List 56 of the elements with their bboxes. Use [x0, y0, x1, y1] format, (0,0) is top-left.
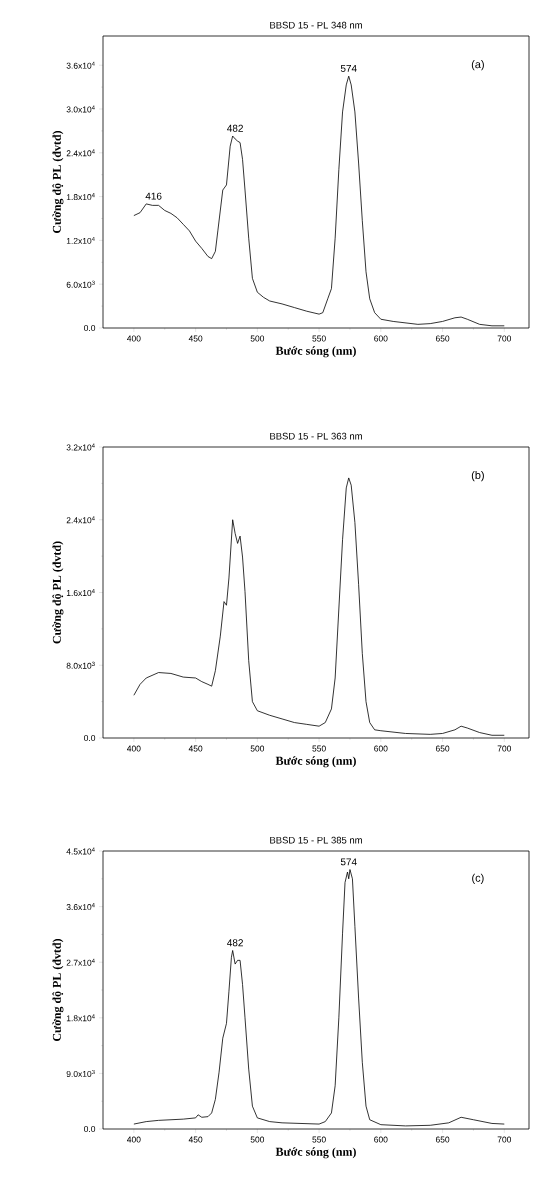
x-tick-label: 400 — [126, 745, 141, 752]
x-axis-title: Bước sóng (nm) — [275, 756, 356, 768]
y-tick-label: 3.6x10$^{4}$ — [66, 903, 95, 911]
x-tick-label: 450 — [188, 335, 203, 342]
x-tick-label: 600 — [374, 745, 388, 752]
x-axis-title: Bước sóng (nm) — [275, 1147, 356, 1159]
x-tick-label: 600 — [374, 335, 388, 342]
x-tick-label: 650 — [435, 745, 450, 752]
y-axis-title: Cường độ PL (đvtđ) — [52, 541, 64, 644]
y-tick-label: 8.0x10$^{3}$ — [66, 661, 95, 669]
x-tick-label: 600 — [374, 1136, 388, 1143]
y-tick-label: 6.0x10$^{3}$ — [66, 280, 95, 288]
y-tick-label: 0.0 — [84, 735, 96, 741]
y-axis-title: Cường độ PL (đvtđ) — [52, 130, 64, 233]
annotation: 574 — [340, 65, 357, 72]
x-tick-label: 650 — [435, 335, 450, 342]
x-tick-label: 550 — [312, 335, 326, 342]
y-tick-label: 3.0x10$^{4}$ — [66, 105, 95, 113]
x-tick-label: 650 — [435, 1136, 450, 1143]
x-tick-label: 400 — [126, 1136, 141, 1143]
y-tick-label: 1.8x10$^{4}$ — [66, 193, 95, 201]
y-tick-label: 9.0x10$^{3}$ — [66, 1069, 95, 1077]
y-tick-label: 0.0 — [84, 1126, 96, 1133]
chart-title: BBSD 15 - PL 363 nm — [270, 432, 362, 440]
y-tick-label: 3.2x10$^{4}$ — [66, 443, 95, 451]
x-tick-label: 500 — [250, 1136, 265, 1143]
x-tick-label: 550 — [312, 1136, 326, 1143]
x-tick-label: 700 — [497, 745, 512, 752]
annotation: (b) — [471, 471, 484, 482]
y-axis-title: Cường độ PL (đvtđ) — [52, 938, 64, 1041]
annotation: 482 — [227, 939, 243, 947]
y-tick-label: 4.5x10$^{4}$ — [66, 847, 95, 855]
y-tick-label: 0.0 — [84, 325, 96, 331]
annotation: (c) — [472, 873, 484, 884]
x-tick-label: 700 — [497, 1136, 512, 1143]
y-tick-label: 2.4x10$^{4}$ — [66, 149, 95, 157]
y-tick-label: 1.8x10$^{4}$ — [66, 1014, 95, 1022]
annotation: 574 — [340, 858, 357, 866]
x-tick-label: 400 — [126, 335, 141, 342]
x-tick-label: 500 — [250, 745, 265, 752]
x-tick-label: 450 — [188, 1136, 203, 1143]
chart-title: BBSD 15 - PL 348 nm — [270, 21, 362, 29]
y-tick-label: 1.6x10$^{4}$ — [66, 589, 95, 596]
annotation: 416 — [145, 192, 162, 200]
annotation: (a) — [471, 60, 484, 71]
y-tick-label: 2.7x10$^{4}$ — [66, 958, 95, 966]
x-tick-label: 550 — [312, 745, 326, 752]
x-tick-label: 450 — [188, 745, 203, 752]
y-tick-label: 2.4x10$^{4}$ — [66, 516, 95, 524]
y-tick-label: 1.2x10$^{4}$ — [66, 236, 95, 244]
x-axis-title: Bước sóng (nm) — [275, 346, 356, 358]
chart-title: BBSD 15 - PL 385 nm — [270, 836, 362, 844]
x-tick-label: 500 — [250, 335, 265, 342]
y-tick-label: 3.6x10$^{4}$ — [66, 61, 95, 69]
x-tick-label: 700 — [497, 335, 512, 342]
annotation: 482 — [227, 124, 243, 132]
